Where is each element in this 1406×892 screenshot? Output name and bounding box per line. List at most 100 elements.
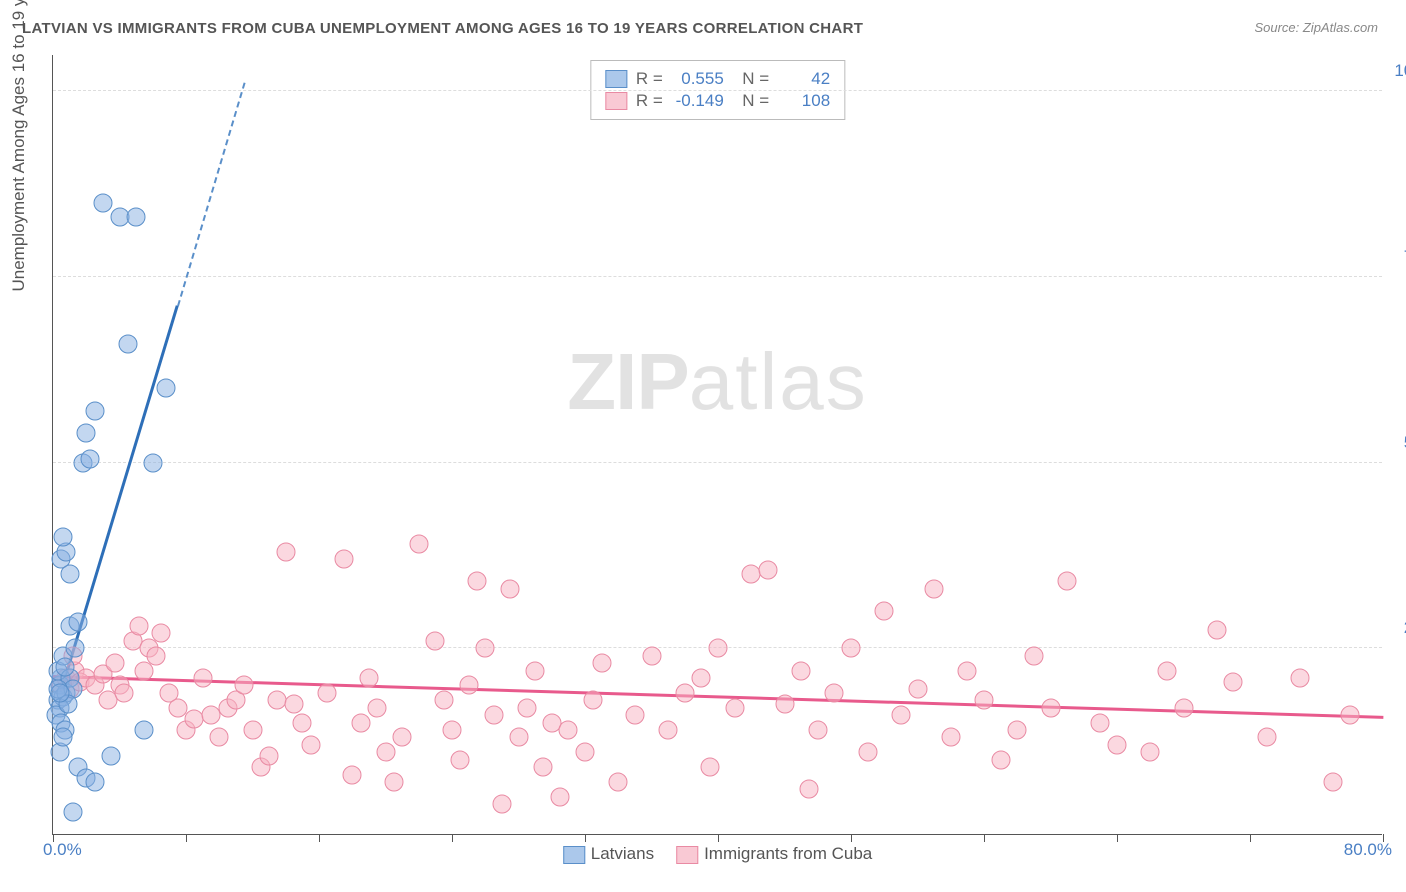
swatch-blue-icon	[563, 846, 585, 864]
data-point	[1257, 728, 1276, 747]
y-tick-label: 75.0%	[1392, 247, 1406, 267]
x-tick-last: 80.0%	[1344, 840, 1392, 860]
data-point	[426, 631, 445, 650]
data-point	[1174, 698, 1193, 717]
watermark-zip: ZIP	[567, 337, 688, 426]
n-label: N =	[733, 91, 769, 111]
data-point	[908, 680, 927, 699]
data-point	[1290, 669, 1309, 688]
data-point	[1141, 743, 1160, 762]
chart-title: LATVIAN VS IMMIGRANTS FROM CUBA UNEMPLOY…	[22, 20, 863, 37]
x-tick	[53, 834, 54, 842]
data-point	[130, 617, 149, 636]
data-point	[808, 721, 827, 740]
data-point	[1157, 661, 1176, 680]
data-point	[50, 683, 69, 702]
data-point	[725, 698, 744, 717]
data-point	[105, 654, 124, 673]
r-label: R =	[636, 69, 663, 89]
data-point	[443, 721, 462, 740]
n-value-latvians: 42	[778, 69, 830, 89]
data-point	[476, 639, 495, 658]
data-point	[55, 657, 74, 676]
x-tick	[585, 834, 586, 842]
data-point	[792, 661, 811, 680]
data-point	[692, 669, 711, 688]
data-point	[85, 401, 104, 420]
data-point	[293, 713, 312, 732]
stats-row-cuba: R = -0.149 N = 108	[605, 91, 830, 111]
x-tick	[851, 834, 852, 842]
data-point	[1207, 620, 1226, 639]
x-tick	[984, 834, 985, 842]
x-tick	[319, 834, 320, 842]
data-point	[318, 683, 337, 702]
y-tick-label: 100.0%	[1392, 61, 1406, 81]
swatch-blue-icon	[605, 70, 627, 88]
data-point	[875, 602, 894, 621]
data-point	[1024, 646, 1043, 665]
data-point	[63, 802, 82, 821]
data-point	[642, 646, 661, 665]
x-tick	[1117, 834, 1118, 842]
data-point	[958, 661, 977, 680]
data-point	[467, 572, 486, 591]
data-point	[534, 758, 553, 777]
data-point	[842, 639, 861, 658]
data-point	[758, 561, 777, 580]
data-point	[60, 565, 79, 584]
data-point	[1091, 713, 1110, 732]
data-point	[891, 706, 910, 725]
r-value-cuba: -0.149	[672, 91, 724, 111]
x-tick	[1383, 834, 1384, 842]
data-point	[53, 527, 72, 546]
data-point	[168, 698, 187, 717]
data-point	[80, 449, 99, 468]
data-point	[343, 765, 362, 784]
data-point	[1008, 721, 1027, 740]
data-point	[526, 661, 545, 680]
swatch-pink-icon	[676, 846, 698, 864]
data-point	[135, 721, 154, 740]
data-point	[559, 721, 578, 740]
data-point	[210, 728, 229, 747]
data-point	[359, 669, 378, 688]
data-point	[1224, 672, 1243, 691]
data-point	[409, 535, 428, 554]
y-axis-label: Unemployment Among Ages 16 to 19 years	[9, 0, 29, 291]
plot-area: ZIPatlas Unemployment Among Ages 16 to 1…	[52, 55, 1382, 835]
data-point	[609, 773, 628, 792]
data-point	[376, 743, 395, 762]
data-point	[584, 691, 603, 710]
n-label: N =	[733, 69, 769, 89]
legend-label-latvians: Latvians	[591, 844, 654, 863]
data-point	[93, 193, 112, 212]
data-point	[77, 423, 96, 442]
data-point	[451, 750, 470, 769]
data-point	[858, 743, 877, 762]
data-point	[1108, 735, 1127, 754]
data-point	[384, 773, 403, 792]
data-point	[592, 654, 611, 673]
gridline	[53, 462, 1382, 463]
data-point	[235, 676, 254, 695]
data-point	[800, 780, 819, 799]
data-point	[143, 453, 162, 472]
source-label: Source: ZipAtlas.com	[1254, 20, 1378, 35]
data-point	[551, 787, 570, 806]
trendline	[177, 82, 245, 305]
data-point	[1324, 773, 1343, 792]
data-point	[118, 334, 137, 353]
data-point	[53, 728, 72, 747]
legend-item-cuba: Immigrants from Cuba	[676, 844, 872, 864]
data-point	[193, 669, 212, 688]
x-tick	[718, 834, 719, 842]
data-point	[65, 639, 84, 658]
gridline	[53, 276, 1382, 277]
data-point	[351, 713, 370, 732]
data-point	[334, 550, 353, 569]
x-tick	[452, 834, 453, 842]
watermark-atlas: atlas	[689, 337, 868, 426]
gridline	[53, 90, 1382, 91]
data-point	[127, 208, 146, 227]
